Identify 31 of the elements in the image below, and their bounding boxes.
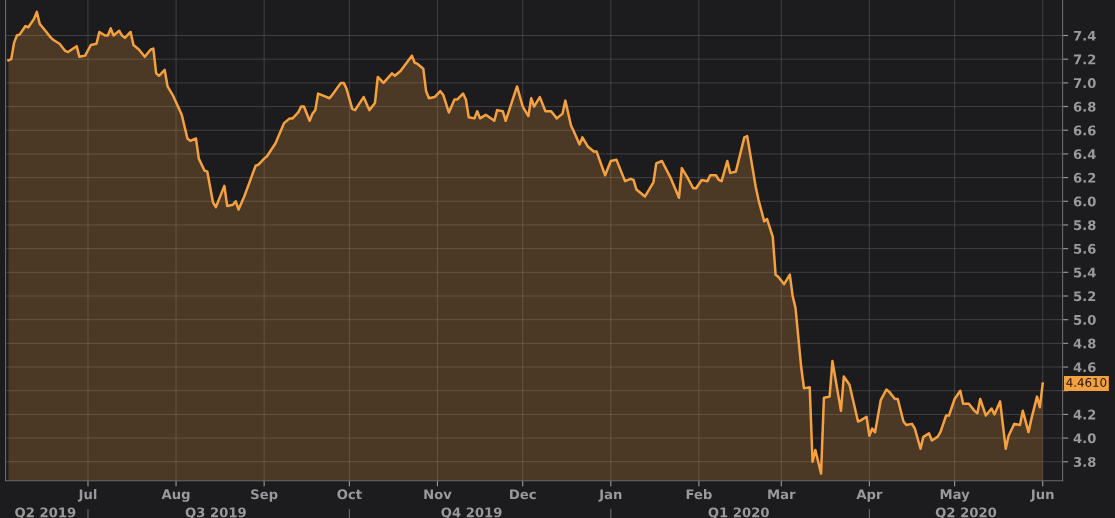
y-tick-label: 5.2 bbox=[1074, 291, 1096, 302]
y-tick-label: 7.4 bbox=[1073, 30, 1096, 41]
y-tick-label: 4.8 bbox=[1073, 338, 1096, 349]
x-tick-label: May bbox=[940, 489, 970, 502]
x-tick-label: Sep bbox=[251, 489, 278, 502]
y-tick-label: 6.2 bbox=[1073, 172, 1096, 183]
x-tick-label: Mar bbox=[768, 489, 796, 500]
y-tick-label: 3.8 bbox=[1073, 456, 1096, 467]
x-tick-label: Jan bbox=[598, 489, 622, 502]
y-tick-label: 4.6 bbox=[1073, 362, 1096, 373]
y-tick-label: 7.2 bbox=[1073, 54, 1096, 65]
y-tick-label: 5.8 bbox=[1074, 220, 1096, 231]
y-tick-label: 6.6 bbox=[1073, 125, 1096, 136]
y-tick-label: 5.6 bbox=[1074, 243, 1096, 254]
x-tick-label: Jul bbox=[77, 489, 97, 502]
x-tick-label: Jun bbox=[1030, 489, 1054, 502]
y-tick-label: 5.0 bbox=[1074, 314, 1096, 325]
x-tick-label: Nov bbox=[424, 489, 452, 500]
y-tick-label: 4.0 bbox=[1073, 433, 1096, 444]
y-tick-label: 4.2 bbox=[1073, 409, 1096, 420]
y-tick-label: 7.0 bbox=[1073, 78, 1096, 89]
x-tick-label: Oct bbox=[337, 489, 362, 500]
x-tick-label: Feb bbox=[686, 489, 712, 500]
y-tick-label: 6.8 bbox=[1073, 101, 1096, 112]
x-tick-label: Apr bbox=[856, 489, 883, 502]
x-tick-label: Dec bbox=[510, 489, 536, 500]
y-tick-label: 5.4 bbox=[1074, 267, 1096, 278]
y-tick-label: 6.0 bbox=[1073, 196, 1096, 207]
x-tick-label: Aug bbox=[161, 489, 190, 502]
y-tick-label: 6.4 bbox=[1073, 149, 1096, 160]
annotation: 4.4610 bbox=[1066, 377, 1107, 387]
